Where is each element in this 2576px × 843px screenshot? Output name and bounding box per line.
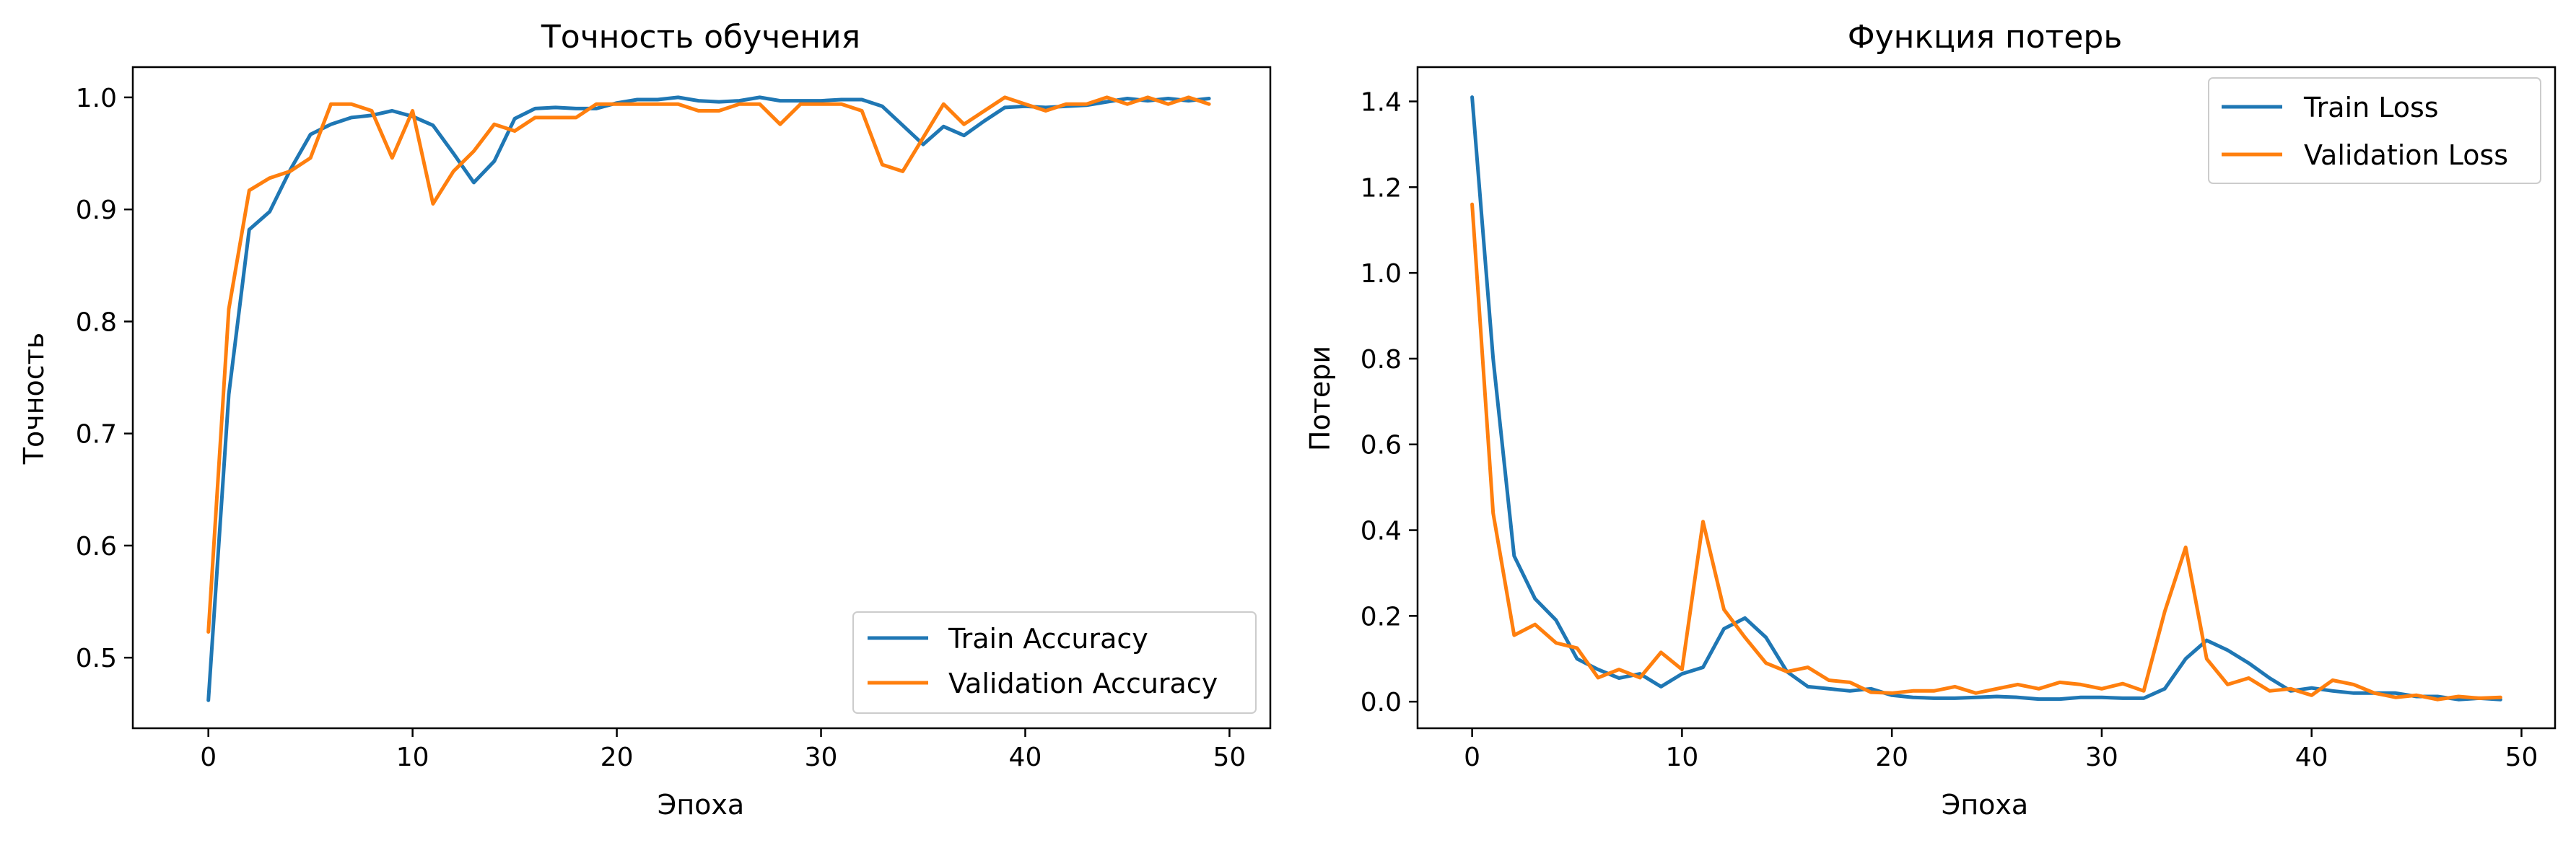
- loss-x-tick-label: 50: [2505, 743, 2538, 772]
- loss-y-tick-label: 0.0: [1361, 688, 1402, 717]
- accuracy-x-tick-label: 40: [1009, 743, 1042, 772]
- loss-series-validation-loss: [1470, 202, 2502, 702]
- loss-x-tick-label: 40: [2295, 743, 2328, 772]
- loss-chart: Функция потерь 0 10 20 30 40 50 0.0 0.2 0.4 0.6 0.…: [1304, 19, 2557, 821]
- loss-chart-title: Функция потерь: [1848, 19, 2123, 56]
- accuracy-x-axis-label: Эпоха: [658, 789, 744, 821]
- accuracy-chart: Точность обучения 0 10 20 30 40 50 0.5 0.6 0.7 0.…: [18, 19, 1272, 821]
- loss-y-tick-label: 0.8: [1361, 345, 1402, 375]
- loss-x-tick-label: 30: [2085, 743, 2118, 772]
- loss-x-tick-label: 20: [1875, 743, 1908, 772]
- accuracy-y-tick-label: 0.8: [76, 307, 117, 337]
- loss-y-axis-label: Потери: [1304, 346, 1336, 451]
- accuracy-legend-label-validation: Validation Accuracy: [948, 668, 1218, 699]
- accuracy-series-validation-accuracy: [206, 95, 1211, 634]
- accuracy-x-tick-label: 50: [1213, 743, 1246, 772]
- accuracy-legend: Train Accuracy Validation Accuracy: [852, 611, 1257, 714]
- accuracy-x-tick-label: 10: [396, 743, 429, 772]
- accuracy-y-tick-label: 0.7: [76, 420, 117, 450]
- loss-legend-label-validation: Validation Loss: [2304, 139, 2508, 171]
- loss-legend-label-train: Train Loss: [2303, 92, 2439, 123]
- loss-y-tick-label: 0.6: [1361, 431, 1402, 460]
- accuracy-y-tick-label: 0.9: [76, 196, 117, 225]
- accuracy-y-tick-label: 1.0: [76, 84, 117, 113]
- loss-y-tick-label: 1.4: [1361, 88, 1402, 118]
- loss-legend: Train Loss Validation Loss: [2208, 77, 2541, 184]
- accuracy-x-tick-label: 30: [805, 743, 838, 772]
- accuracy-legend-frame: [852, 611, 1257, 714]
- loss-x-tick-label: 0: [1464, 743, 1480, 772]
- loss-x-axis-label: Эпоха: [1942, 789, 2028, 821]
- loss-y-tick-label: 0.2: [1361, 602, 1402, 632]
- accuracy-axes-frame: [131, 66, 1272, 730]
- accuracy-legend-label-train: Train Accuracy: [948, 623, 1148, 655]
- accuracy-chart-title: Точность обучения: [541, 19, 860, 56]
- loss-y-tick-label: 1.0: [1361, 259, 1402, 289]
- accuracy-y-tick-label: 0.5: [76, 644, 117, 673]
- loss-y-tick-label: 1.2: [1361, 173, 1402, 203]
- loss-x-tick-label: 10: [1665, 743, 1698, 772]
- loss-axes-frame: [1416, 66, 2557, 730]
- accuracy-y-tick-label: 0.6: [76, 532, 117, 562]
- accuracy-x-tick-label: 0: [200, 743, 217, 772]
- loss-legend-frame: [2208, 77, 2541, 184]
- loss-y-tick-label: 0.4: [1361, 517, 1402, 546]
- accuracy-y-axis-label: Точность: [18, 333, 50, 465]
- accuracy-x-tick-label: 20: [601, 743, 634, 772]
